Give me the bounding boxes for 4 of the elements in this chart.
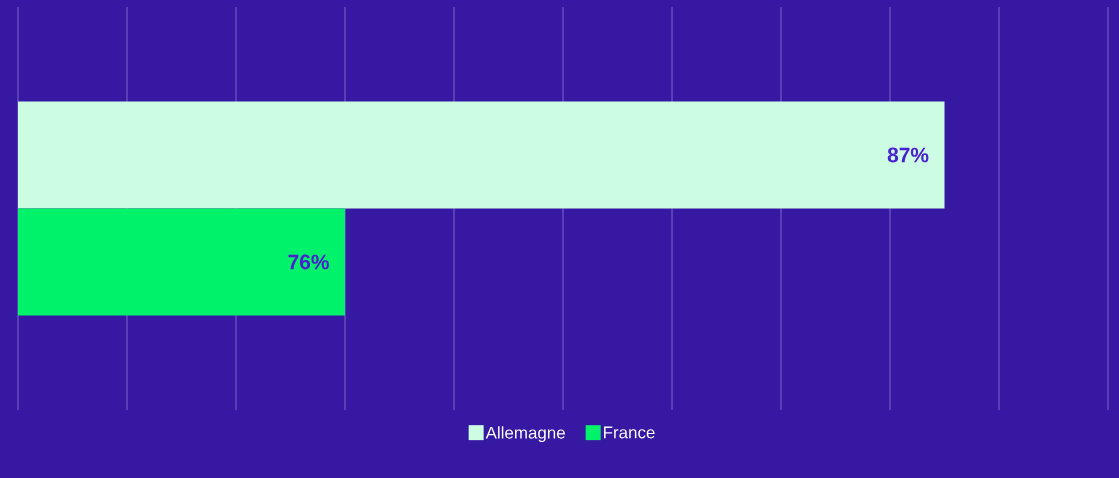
legend-label: Allemagne — [485, 426, 565, 443]
data-label: 87% — [887, 147, 929, 163]
legend-label: France — [604, 426, 655, 439]
data-label: 76% — [288, 254, 329, 270]
